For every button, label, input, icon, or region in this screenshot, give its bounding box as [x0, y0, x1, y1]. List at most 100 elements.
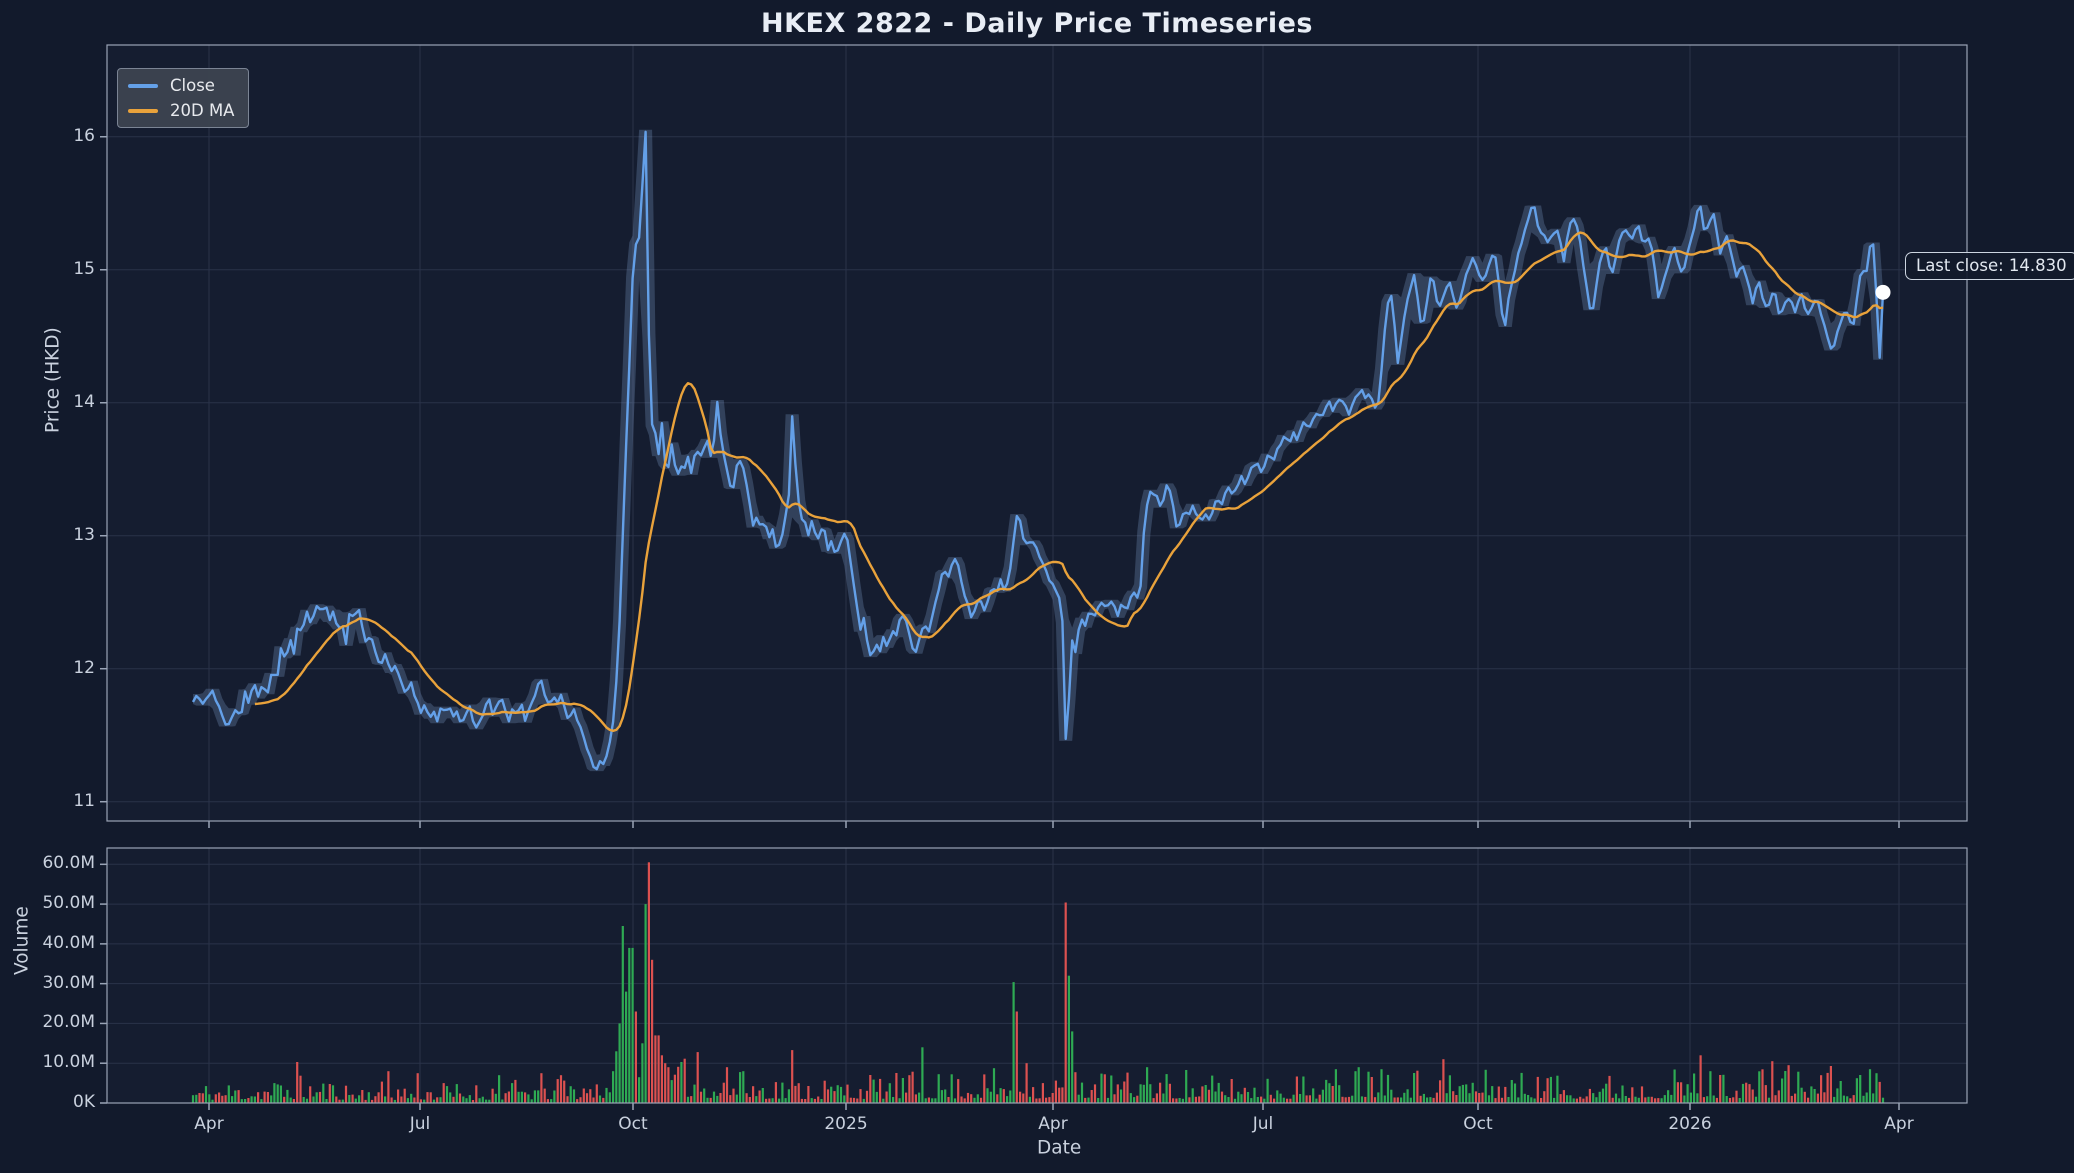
- volume-bar: [1458, 1086, 1461, 1103]
- volume-bar: [458, 1093, 462, 1103]
- volume-bar: [598, 1095, 602, 1103]
- volume-bar: [1491, 1086, 1494, 1103]
- volume-bar: [1595, 1097, 1598, 1103]
- volume-bar: [1813, 1089, 1816, 1103]
- volume-bar: [1172, 1098, 1175, 1103]
- volume-bar: [1315, 1098, 1318, 1103]
- volume-bar: [1185, 1070, 1188, 1103]
- volume-bar: [651, 959, 654, 1103]
- volume-bar: [1484, 1069, 1487, 1103]
- volume-bar: [315, 1092, 318, 1103]
- volume-bar: [1842, 1095, 1845, 1103]
- volume-bar: [485, 1099, 488, 1103]
- volume-bar: [371, 1099, 374, 1103]
- volume-bar: [1781, 1078, 1784, 1103]
- volume-bar: [475, 1085, 478, 1103]
- volume-bar: [1810, 1086, 1813, 1103]
- volume-bar: [1328, 1083, 1331, 1103]
- volume-bar: [1123, 1081, 1126, 1103]
- last-close-dot: [1875, 284, 1891, 300]
- volume-bar: [1045, 1097, 1048, 1103]
- volume-bar: [1237, 1091, 1240, 1103]
- volume-bar: [703, 1088, 706, 1103]
- volume-bar: [1416, 1070, 1419, 1103]
- volume-bar: [1168, 1083, 1171, 1103]
- volume-bar: [1019, 1091, 1022, 1103]
- volume-bar: [927, 1097, 930, 1103]
- volume-bar: [683, 1058, 686, 1103]
- volume-bar: [725, 1067, 729, 1103]
- volume-bar: [1572, 1098, 1575, 1103]
- volume-bar: [732, 1088, 735, 1103]
- volume-bar: [1614, 1093, 1618, 1103]
- volume-bar: [1263, 1098, 1266, 1103]
- volume-bar: [1523, 1093, 1526, 1103]
- volume-bar: [1331, 1086, 1334, 1103]
- volume-bar: [817, 1096, 820, 1103]
- volume-bar: [1474, 1091, 1478, 1103]
- volume-bar: [1149, 1084, 1152, 1103]
- volume-bar: [1080, 1082, 1084, 1103]
- volume-bar: [1715, 1097, 1718, 1103]
- volume-bar: [1305, 1095, 1308, 1103]
- volume-bar: [214, 1094, 217, 1103]
- volume-bar: [1624, 1096, 1627, 1103]
- volume-bar: [879, 1078, 882, 1103]
- volume-bar: [976, 1094, 979, 1103]
- volume-bar: [406, 1098, 409, 1103]
- volume-bar: [1540, 1098, 1543, 1103]
- volume-bar: [957, 1079, 960, 1103]
- volume-bar: [1273, 1098, 1276, 1103]
- volume-bar: [419, 1099, 422, 1103]
- volume-bar: [1409, 1097, 1412, 1103]
- volume-bar: [1204, 1085, 1207, 1103]
- last-close-annotation: Last close: 14.830: [1905, 252, 2074, 280]
- volume-bar: [693, 1084, 696, 1103]
- volume-bar: [706, 1097, 709, 1103]
- volume-bar: [566, 1096, 569, 1103]
- volume-bar: [1113, 1094, 1116, 1103]
- volume-bar: [709, 1097, 712, 1103]
- volume-bar: [292, 1099, 295, 1103]
- volume-bar: [572, 1089, 576, 1103]
- volume-bar: [1631, 1087, 1634, 1103]
- volume-bar: [615, 1051, 618, 1103]
- volume-bar: [1569, 1095, 1572, 1103]
- volume-bar: [1588, 1088, 1591, 1103]
- volume-bar: [1325, 1079, 1328, 1103]
- volume-bar: [947, 1097, 950, 1103]
- volume-bar: [1152, 1098, 1155, 1103]
- volume-bar: [1051, 1093, 1054, 1103]
- volume-bar: [1246, 1092, 1250, 1103]
- volume-bar: [739, 1072, 742, 1103]
- volume-bar: [869, 1075, 872, 1103]
- volume-bar: [1487, 1095, 1491, 1103]
- volume-bar: [690, 1096, 693, 1103]
- volume-bar: [852, 1097, 856, 1103]
- volume-bar: [270, 1095, 273, 1103]
- volume-bar: [1800, 1087, 1803, 1103]
- volume-bar: [670, 1080, 673, 1103]
- volume-bar: [895, 1073, 898, 1103]
- volume-bar: [218, 1092, 221, 1103]
- volume-bar: [797, 1083, 800, 1103]
- volume-bar: [403, 1088, 406, 1103]
- volume-bar: [1764, 1085, 1767, 1103]
- volume-bar: [221, 1095, 224, 1103]
- volume-bar: [589, 1089, 592, 1103]
- volume-bar: [1370, 1077, 1373, 1103]
- volume-bar: [1207, 1089, 1211, 1103]
- volume-bar: [1129, 1093, 1132, 1103]
- volume-bar: [299, 1075, 302, 1103]
- volume-bar: [335, 1096, 338, 1103]
- volume-bar: [931, 1098, 934, 1103]
- volume-bar: [504, 1093, 507, 1103]
- volume-bar: [569, 1086, 572, 1103]
- volume-bar: [498, 1075, 501, 1103]
- volume-bar: [1289, 1098, 1292, 1103]
- volume-bar: [1836, 1088, 1839, 1103]
- volume-bar: [1373, 1097, 1377, 1103]
- volume-bar: [1321, 1089, 1324, 1103]
- volume-bar: [1562, 1090, 1565, 1103]
- volume-bar: [992, 1068, 996, 1103]
